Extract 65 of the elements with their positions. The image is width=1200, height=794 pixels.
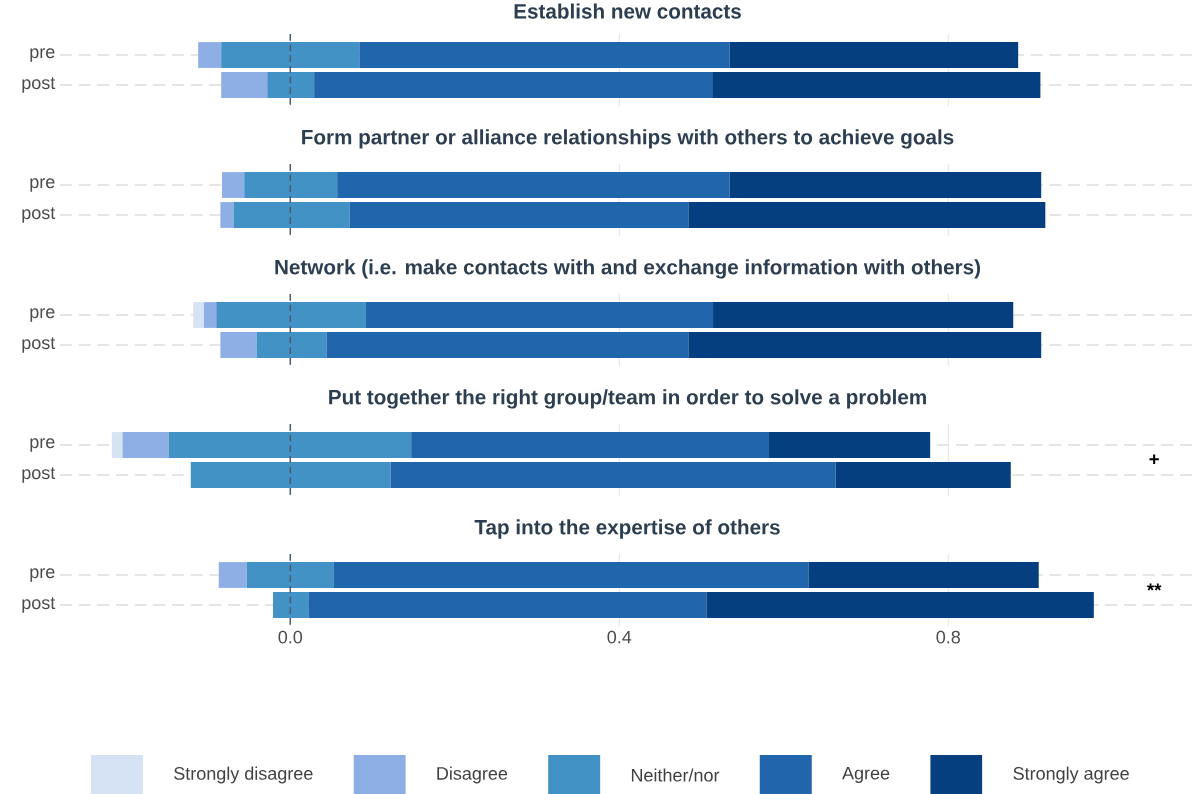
bar (308, 592, 707, 618)
bar (688, 202, 1046, 228)
x-tick-label: 0.8 (936, 630, 960, 644)
y-tick-label: post (22, 207, 56, 223)
chart-title: Put together the right group/team in order to solve a problem (329, 389, 926, 409)
bar (168, 432, 412, 458)
bar (349, 202, 689, 228)
y-tick-label: post (22, 77, 56, 93)
bar (365, 302, 714, 328)
bar (216, 302, 366, 328)
y-tick-label: pre (30, 178, 55, 192)
bar (267, 72, 315, 98)
bar (111, 432, 123, 458)
bar (221, 72, 268, 98)
bar (314, 72, 713, 98)
bar (220, 202, 234, 228)
annotation: + (1149, 454, 1159, 465)
legend-label: Neither/nor (631, 768, 720, 782)
legend-label: Strongly disagree (174, 766, 313, 784)
bar (706, 592, 1094, 618)
bar (390, 462, 836, 488)
bar (233, 202, 350, 228)
bar (729, 42, 1019, 68)
bar (190, 462, 391, 488)
bar (713, 302, 1014, 328)
bar (411, 432, 769, 458)
bar (326, 332, 689, 358)
y-tick-label: pre (30, 48, 55, 62)
bar (337, 172, 730, 198)
chart-title: Tap into the expertise of others (474, 519, 780, 539)
x-tick-label: 0.0 (278, 630, 303, 644)
bar (222, 172, 245, 198)
bar (729, 172, 1042, 198)
bar (256, 332, 327, 358)
y-tick-label: post (22, 597, 56, 613)
bar (193, 302, 204, 328)
y-tick-label: post (22, 337, 56, 353)
bar (808, 562, 1039, 588)
legend-label: Agree (842, 766, 890, 784)
bar (359, 42, 730, 68)
bar (203, 302, 217, 328)
bar (220, 332, 257, 358)
chart-title: Network (i.e. make contacts with and exchange information with others) (275, 259, 980, 279)
y-tick-label: pre (30, 308, 55, 322)
bar (688, 332, 1042, 358)
y-tick-label: pre (30, 568, 55, 582)
legend-label: Disagree (437, 766, 508, 784)
legend-label: Strongly agree (1013, 766, 1129, 784)
bar (273, 592, 309, 618)
bar (218, 562, 247, 588)
y-tick-label: post (22, 467, 56, 483)
y-tick-label: pre (30, 438, 55, 452)
bar (244, 172, 338, 198)
bar (246, 562, 334, 588)
annotation: ** (1146, 583, 1162, 591)
chart-title: Establish new contacts (514, 3, 741, 19)
bar (122, 432, 169, 458)
bar (712, 72, 1041, 98)
bar (333, 562, 809, 588)
chart-title: Form partner or alliance relationships with others to achieve goals (302, 129, 954, 149)
bar (198, 42, 222, 68)
bar (221, 42, 360, 68)
bar (835, 462, 1011, 488)
x-tick-label: 0.4 (607, 630, 632, 644)
bar (768, 432, 931, 458)
